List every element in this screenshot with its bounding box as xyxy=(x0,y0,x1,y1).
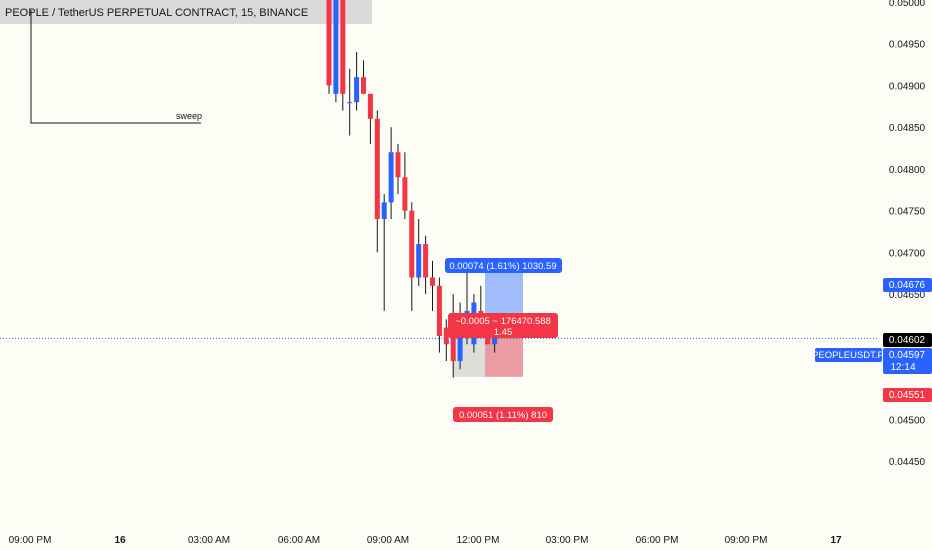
sweep-label[interactable]: sweep xyxy=(176,111,202,121)
candle-body xyxy=(430,277,435,286)
chart-title[interactable]: PEOPLE / TetherUS PERPETUAL CONTRACT, 15… xyxy=(5,7,308,19)
candle-body xyxy=(409,210,415,278)
candle-body xyxy=(492,335,498,345)
candle-body xyxy=(326,0,332,86)
candle-body xyxy=(450,327,456,361)
candle xyxy=(326,0,332,94)
candle-body xyxy=(388,152,394,203)
candle xyxy=(409,202,415,311)
price-tick-label: 0.05000 xyxy=(889,0,926,9)
candle xyxy=(416,219,422,286)
price-axis[interactable]: 0.05000 0.04950 0.04900 0.04850 0.04800 0.047… xyxy=(889,0,926,468)
candle xyxy=(374,110,380,253)
time-tick-label: 09:00 PM xyxy=(725,535,768,546)
candle-body xyxy=(347,102,353,104)
price-tick-label: 0.04750 xyxy=(889,207,926,218)
candle xyxy=(402,152,408,220)
legend-highlight xyxy=(0,0,372,24)
stop-label[interactable]: 0.00051 (1.11%) 810 xyxy=(453,407,553,422)
candle xyxy=(443,319,449,361)
time-tick-label: 09:00 AM xyxy=(367,535,409,546)
candle xyxy=(388,127,394,220)
candle-body xyxy=(361,77,366,94)
symbol-tag[interactable]: PEOPLEUSDT.P xyxy=(812,348,884,362)
time-axis[interactable]: 09:00 PM 16 03:00 AM 06:00 AM 09:00 AM 12:00 … xyxy=(9,535,842,546)
target-label[interactable]: 0.00074 (1.61%) 1030.59 xyxy=(445,258,562,273)
svg-text:0.00051 (1.11%) 810: 0.00051 (1.11%) 810 xyxy=(459,410,547,421)
candle-body xyxy=(340,0,346,94)
svg-text:PEOPLEUSDT.P: PEOPLEUSDT.P xyxy=(812,350,884,361)
svg-text:12:14: 12:14 xyxy=(890,362,915,373)
candle-body xyxy=(333,0,339,94)
time-tick-label: 16 xyxy=(114,535,126,546)
candle xyxy=(395,143,401,194)
time-tick-label: 12:00 PM xyxy=(457,535,500,546)
candle-body xyxy=(374,118,380,220)
candle-body xyxy=(381,202,387,220)
candle-body xyxy=(416,244,422,278)
price-tick-label: 0.04650 xyxy=(889,290,926,301)
position-label[interactable]: ~0.0005 ~ 176470.588 1.45 xyxy=(448,313,558,338)
svg-text:~0.0005 ~ 176470.588: ~0.0005 ~ 176470.588 xyxy=(455,316,551,327)
candle xyxy=(340,0,346,111)
last-price-tag: 0.04597 12:14 xyxy=(883,348,932,374)
price-tick-label: 0.04900 xyxy=(889,81,926,92)
price-tick-label: 0.04850 xyxy=(889,123,926,134)
candle-body xyxy=(443,327,449,345)
time-tick-label: 03:00 AM xyxy=(188,535,230,546)
candle xyxy=(381,194,387,311)
svg-text:0.04602: 0.04602 xyxy=(889,335,926,346)
candle xyxy=(423,235,429,295)
candle xyxy=(347,68,353,136)
svg-text:1.45: 1.45 xyxy=(494,327,513,338)
svg-text:0.04597: 0.04597 xyxy=(889,350,926,361)
candle-body xyxy=(402,177,408,211)
sweep-line[interactable] xyxy=(30,10,201,124)
price-tick-label: 0.04800 xyxy=(889,165,926,176)
candle-body xyxy=(436,285,442,336)
time-tick-label: 03:00 PM xyxy=(546,535,589,546)
candle xyxy=(367,93,373,144)
candle xyxy=(354,52,360,111)
price-tick-label: 0.04950 xyxy=(889,40,926,51)
price-tick-label: 0.04450 xyxy=(889,457,926,468)
stop-zone[interactable] xyxy=(485,334,523,377)
candle xyxy=(333,0,339,103)
candle-body xyxy=(354,77,360,103)
time-tick-label: 06:00 PM xyxy=(636,535,679,546)
candle xyxy=(436,277,442,353)
target-price-tag: 0.04676 xyxy=(883,278,932,292)
time-tick-label: 17 xyxy=(830,535,842,546)
candle-body xyxy=(423,244,429,278)
candle-body xyxy=(367,93,373,119)
time-tick-label: 06:00 AM xyxy=(278,535,320,546)
candle-body xyxy=(457,335,463,361)
price-tick-label: 0.04500 xyxy=(889,415,926,426)
price-tick-label: 0.04700 xyxy=(889,248,926,259)
candle xyxy=(430,260,435,311)
candle-body xyxy=(395,152,401,178)
svg-text:0.04676: 0.04676 xyxy=(889,280,926,291)
high-price-tag: 0.04602 xyxy=(883,333,932,347)
candle xyxy=(361,60,366,94)
stop-price-tag: 0.04551 xyxy=(883,388,932,402)
svg-text:0.00074 (1.61%) 1030.59: 0.00074 (1.61%) 1030.59 xyxy=(449,261,556,272)
time-tick-label: 09:00 PM xyxy=(9,535,52,546)
svg-text:0.04551: 0.04551 xyxy=(889,390,926,401)
